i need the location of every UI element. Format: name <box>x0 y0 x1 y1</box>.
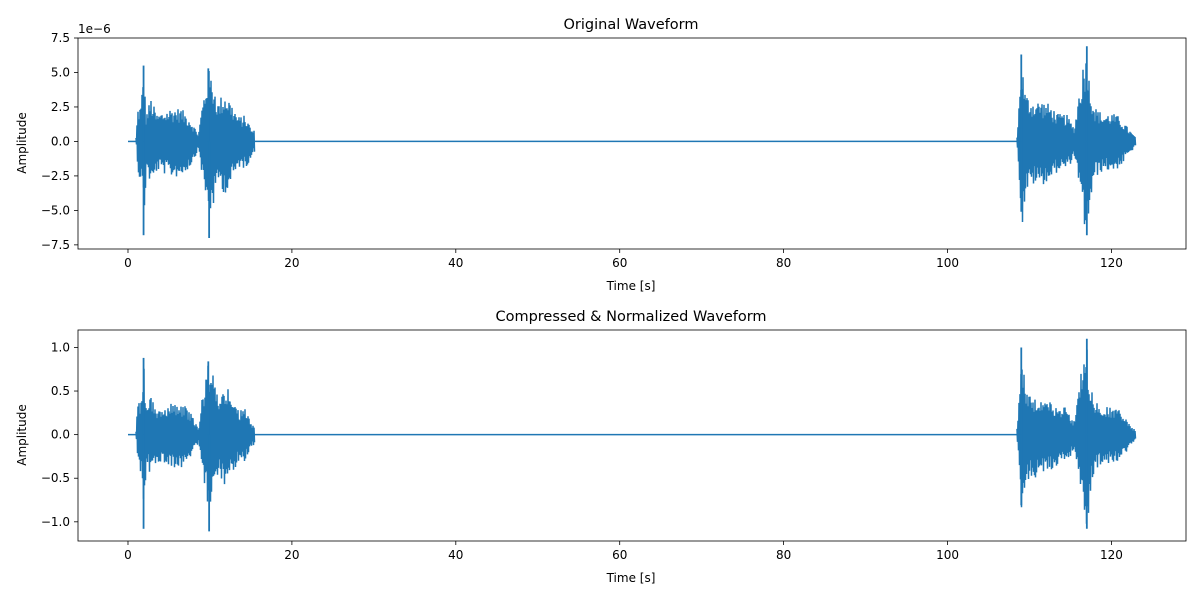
x-tick-label: 20 <box>284 548 299 562</box>
y-tick-label: −2.5 <box>41 169 70 183</box>
x-tick-label: 60 <box>612 548 627 562</box>
x-tick-label: 40 <box>448 256 463 270</box>
x-tick-label: 0 <box>124 548 132 562</box>
y-tick-label: 7.5 <box>51 31 70 45</box>
y-tick-label: −7.5 <box>41 238 70 252</box>
y-tick-label: 0.5 <box>51 384 70 398</box>
plot-frame <box>77 329 1187 542</box>
axis-ticks: 0 20 40 60 80 100 120 −7.5 −5.0 −2.5 0.0 2.5 5.0 7.5 <box>41 31 1123 270</box>
waveform-burst <box>135 365 256 502</box>
y-offset-label: 1e−6 <box>78 22 111 36</box>
waveform-burst <box>135 70 256 209</box>
y-tick-label: 1.0 <box>51 340 70 354</box>
x-tick-label: 80 <box>776 256 791 270</box>
x-tick-label: 60 <box>612 256 627 270</box>
y-tick-label: −1.0 <box>41 515 70 529</box>
x-tick-label: 120 <box>1100 256 1123 270</box>
x-tick-label: 20 <box>284 256 299 270</box>
axis-ticks: 0 20 40 60 80 100 120 −1.0 −0.5 0.0 0.5 1.0 <box>41 340 1123 562</box>
x-tick-label: 120 <box>1100 548 1123 562</box>
x-tick-label: 100 <box>936 256 959 270</box>
y-tick-label: 5.0 <box>51 65 70 79</box>
waveform-burst <box>1016 63 1137 225</box>
y-tick-label: 2.5 <box>51 100 70 114</box>
x-tick-label: 40 <box>448 548 463 562</box>
compressed-waveform-panel: Compressed & Normalized Waveform Amplitu… <box>15 309 1187 585</box>
x-tick-label: 100 <box>936 548 959 562</box>
x-axis-label: Time [s] <box>606 279 656 293</box>
y-tick-label: 0.0 <box>51 428 70 442</box>
y-axis-label: Amplitude <box>15 404 29 466</box>
waveform-series <box>127 338 1137 532</box>
chart-title: Original Waveform <box>564 17 699 33</box>
chart-title: Compressed & Normalized Waveform <box>495 309 766 325</box>
y-axis-label: Amplitude <box>15 112 29 174</box>
original-waveform-panel: Original Waveform 1e−6 Amplitude Time [s… <box>15 17 1187 293</box>
y-tick-label: 0.0 <box>51 134 70 148</box>
x-axis-label: Time [s] <box>606 571 656 585</box>
y-tick-label: −5.0 <box>41 203 70 217</box>
x-tick-label: 80 <box>776 548 791 562</box>
plot-frame <box>77 37 1187 250</box>
y-tick-label: −0.5 <box>41 471 70 485</box>
waveform-burst <box>1016 349 1137 524</box>
waveform-series <box>127 46 1137 238</box>
x-tick-label: 0 <box>124 256 132 270</box>
